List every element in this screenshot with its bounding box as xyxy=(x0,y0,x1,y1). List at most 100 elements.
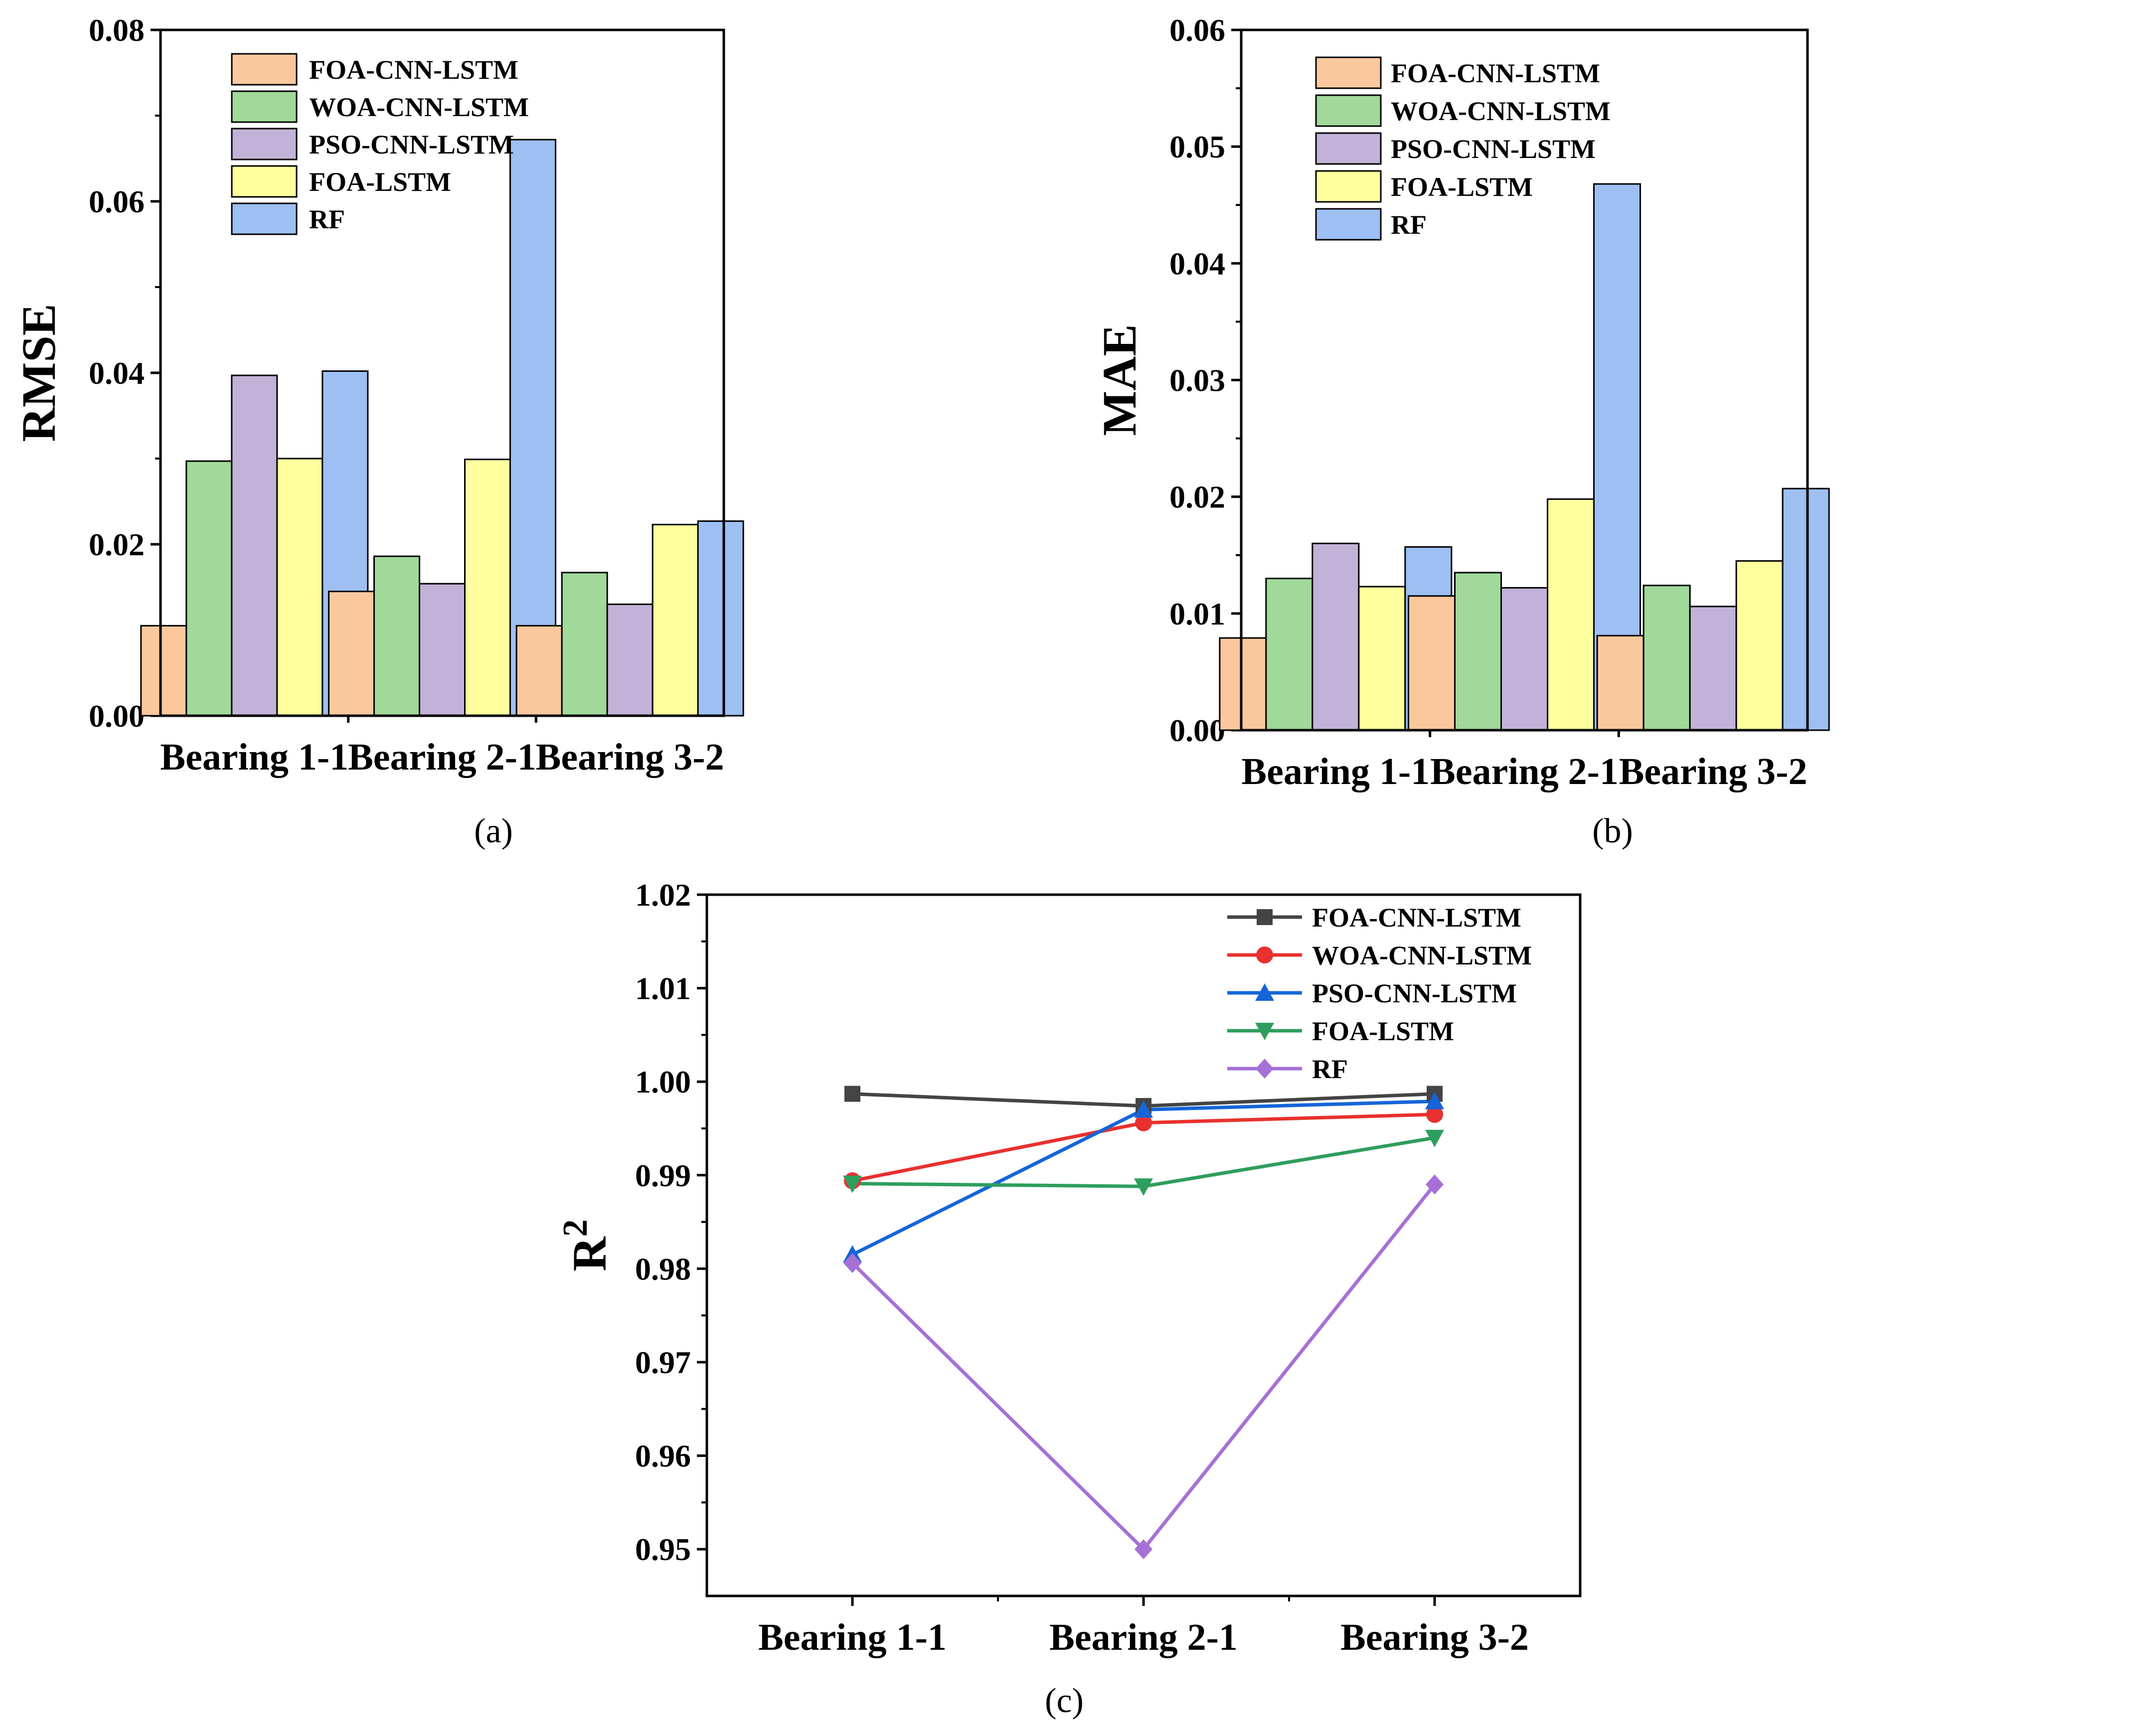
x-tick-label-a: Bearing 1-1 xyxy=(160,736,348,778)
legend-swatch-a xyxy=(231,202,298,235)
bar-b xyxy=(1358,586,1406,731)
bar-a xyxy=(276,458,324,717)
bar-b xyxy=(1312,542,1360,731)
y-axis-title-b: MAE xyxy=(1093,324,1146,436)
legend-marker-c xyxy=(1257,909,1273,925)
bar-b xyxy=(1689,606,1737,731)
legend-swatch-b xyxy=(1315,94,1382,127)
bar-a xyxy=(464,459,511,717)
caption-c: (c) xyxy=(1045,1682,1084,1720)
bar-a xyxy=(373,555,420,717)
x-tick-label-b: Bearing 2-1 xyxy=(1430,751,1619,792)
y-tick-label-b: 0.06 xyxy=(1169,12,1225,48)
bar-b xyxy=(1265,578,1313,731)
legend-label-a: FOA-LSTM xyxy=(309,167,451,197)
bar-a xyxy=(328,591,375,717)
legend-marker-c xyxy=(1256,947,1273,963)
y-tick-label-c: 0.99 xyxy=(635,1158,691,1193)
y-tick-label-c: 0.98 xyxy=(635,1251,691,1286)
data-point-c xyxy=(1425,1129,1444,1147)
y-tick-label-c: 0.95 xyxy=(635,1532,691,1567)
data-point-c xyxy=(1135,1114,1152,1131)
bar-a xyxy=(419,583,466,717)
data-point-c xyxy=(1135,1539,1152,1560)
bar-b xyxy=(1408,595,1456,731)
bar-b xyxy=(1735,560,1784,731)
chart-b: 0.00 0.01 0.02 0.03 0.04 0.05 0.06 MAE Bearing 1… xyxy=(1093,12,1830,850)
legend-marker-c xyxy=(1255,1023,1274,1040)
bar-a xyxy=(515,625,563,717)
bar-b xyxy=(1782,487,1830,731)
y-tick-label-b: 0.04 xyxy=(1169,246,1225,281)
legend-swatch-b xyxy=(1315,170,1382,203)
plot-frame-b xyxy=(1240,28,1809,732)
bar-a xyxy=(231,374,278,717)
x-tick-label-c: Bearing 1-1 xyxy=(758,1616,947,1658)
legend-swatch-a xyxy=(231,53,298,86)
bar-b xyxy=(1219,637,1267,731)
data-point-c xyxy=(1134,1100,1153,1118)
y-tick-label-b: 0.03 xyxy=(1169,363,1225,398)
legend-label-c: WOA-CNN-LSTM xyxy=(1312,941,1532,970)
legend-label-b: RF xyxy=(1391,210,1427,240)
caption-a: (a) xyxy=(474,812,513,850)
legend-marker-c xyxy=(1256,1059,1274,1079)
data-point-c xyxy=(1426,1105,1443,1123)
caption-b: (b) xyxy=(1592,812,1633,850)
legend-label-a: FOA-CNN-LSTM xyxy=(309,55,518,85)
bar-a xyxy=(561,572,608,717)
legend-swatch-b xyxy=(1315,132,1382,165)
legend-label-c: PSO-CNN-LSTM xyxy=(1312,978,1517,1008)
legend-label-b: PSO-CNN-LSTM xyxy=(1391,134,1596,164)
y-tick-label-b: 0.05 xyxy=(1169,129,1225,164)
plot-frame-c xyxy=(705,893,1582,1597)
legend-swatch-a xyxy=(231,90,298,123)
legend-marker-c xyxy=(1255,983,1274,1001)
legend-swatch-a xyxy=(231,128,298,160)
bar-b xyxy=(1454,572,1502,731)
legend-swatch-b xyxy=(1315,208,1382,241)
legend-swatch-b xyxy=(1315,56,1382,89)
x-tick-label-c: Bearing 2-1 xyxy=(1049,1616,1238,1658)
y-axis-title-a: RMSE xyxy=(12,304,65,442)
y-tick-label-a: 0.08 xyxy=(89,12,145,48)
x-tick-label-a: Bearing 2-1 xyxy=(348,736,536,778)
bar-a xyxy=(606,603,654,717)
y-tick-label-a: 0.06 xyxy=(89,184,145,219)
legend-swatch-a xyxy=(231,165,298,198)
x-tick-label-a: Bearing 3-2 xyxy=(536,736,724,778)
x-tick-label-c: Bearing 3-2 xyxy=(1340,1616,1529,1658)
y-tick-label-a: 0.00 xyxy=(89,698,145,734)
bar-a xyxy=(140,625,187,717)
data-point-c xyxy=(1425,1092,1444,1109)
y-tick-label-c: 1.01 xyxy=(635,971,691,1006)
y-tick-label-c: 1.02 xyxy=(635,877,691,913)
y-tick-label-a: 0.04 xyxy=(89,355,145,391)
data-point-c xyxy=(843,1175,862,1193)
y-tick-label-b: 0.00 xyxy=(1169,713,1225,748)
legend-label-a: RF xyxy=(309,204,345,234)
x-tick-label-b: Bearing 1-1 xyxy=(1241,751,1430,792)
bar-a xyxy=(652,523,699,717)
bar-b xyxy=(1642,585,1691,731)
y-tick-label-b: 0.01 xyxy=(1169,596,1225,631)
chart-c: 0.95 0.96 0.97 0.98 0.99 1.00 1.01 1.02 R2 Bearin… xyxy=(556,877,1582,1720)
y-tick-label-c: 0.96 xyxy=(635,1438,691,1474)
y-tick-label-c: 0.97 xyxy=(635,1345,691,1380)
y-tick-label-a: 0.02 xyxy=(89,527,145,562)
bar-b xyxy=(1500,587,1548,731)
bar-b xyxy=(1596,634,1644,731)
legend-label-c: RF xyxy=(1312,1054,1348,1084)
legend-label-b: FOA-CNN-LSTM xyxy=(1391,58,1600,88)
bar-a xyxy=(697,520,744,717)
plot-frame-a xyxy=(159,28,725,717)
y-tick-label-c: 1.00 xyxy=(635,1064,691,1100)
y-tick-label-b: 0.02 xyxy=(1169,479,1225,515)
legend-label-b: FOA-LSTM xyxy=(1391,172,1533,202)
x-tick-label-b: Bearing 3-2 xyxy=(1619,751,1807,792)
legend-label-c: FOA-LSTM xyxy=(1312,1016,1454,1046)
legend-label-c: FOA-CNN-LSTM xyxy=(1312,903,1521,933)
legend-label-b: WOA-CNN-LSTM xyxy=(1391,96,1611,126)
